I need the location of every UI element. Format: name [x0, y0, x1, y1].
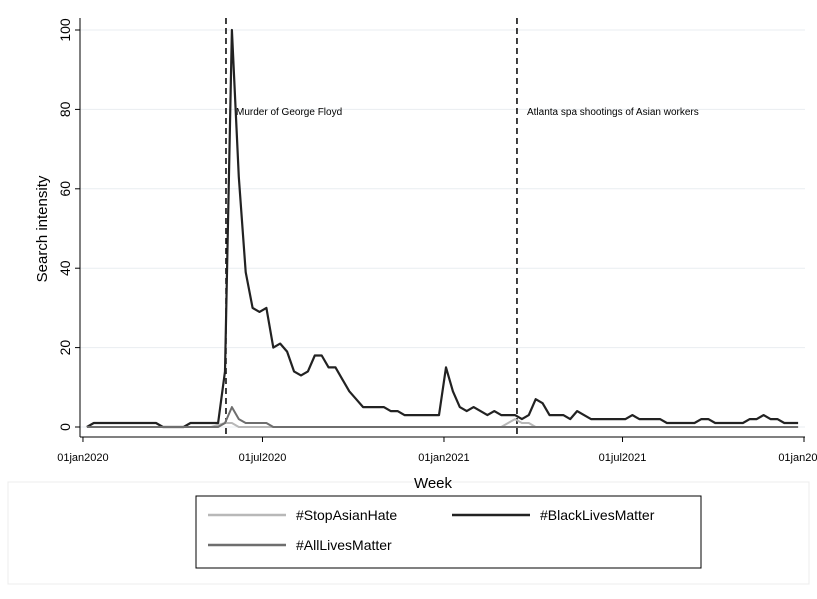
y-tick-label-40: 40: [57, 260, 73, 276]
x-tick-label-0: 01jan2020: [57, 452, 108, 464]
y-tick-label-20: 20: [57, 340, 73, 356]
legend-area-frame: [7, 481, 810, 585]
legend-label-0: #StopAsianHate: [296, 507, 397, 523]
annotations: Murder of George Floyd Atlanta spa shooti…: [236, 107, 699, 118]
annotation-0: Murder of George Floyd: [236, 107, 342, 118]
y-tick-label-100: 100: [57, 18, 73, 42]
x-tick-label-2: 01jan2021: [418, 452, 469, 464]
legend: #StopAsianHate #BlackLivesMatter #AllLives…: [195, 495, 702, 569]
y-tick-label-0: 0: [57, 423, 73, 431]
legend-label-1: #BlackLivesMatter: [540, 507, 655, 523]
y-ticks: 0 20 40 60 80 100: [57, 18, 80, 431]
legend-label-2: #AllLivesMatter: [296, 537, 392, 553]
legend-box: [195, 495, 702, 569]
y-tick-label-80: 80: [57, 101, 73, 117]
series-line-2: [86, 406, 799, 428]
x-tick-label-1: 01jul2020: [239, 452, 287, 464]
x-axis-title: Week: [414, 475, 453, 492]
series-lines: [86, 28, 799, 429]
axes: [79, 18, 805, 438]
annotation-1: Atlanta spa shootings of Asian workers: [527, 107, 699, 118]
x-ticks: 01jan2020 01jul2020 01jan2021 01jul2021 01ja…: [57, 437, 817, 464]
y-tick-label-60: 60: [57, 181, 73, 197]
y-axis-title: Search intensity: [34, 175, 51, 282]
x-tick-label-3: 01jul2021: [599, 452, 647, 464]
x-tick-label-4: 01jan2022: [778, 452, 817, 464]
series-line-1: [86, 28, 799, 429]
